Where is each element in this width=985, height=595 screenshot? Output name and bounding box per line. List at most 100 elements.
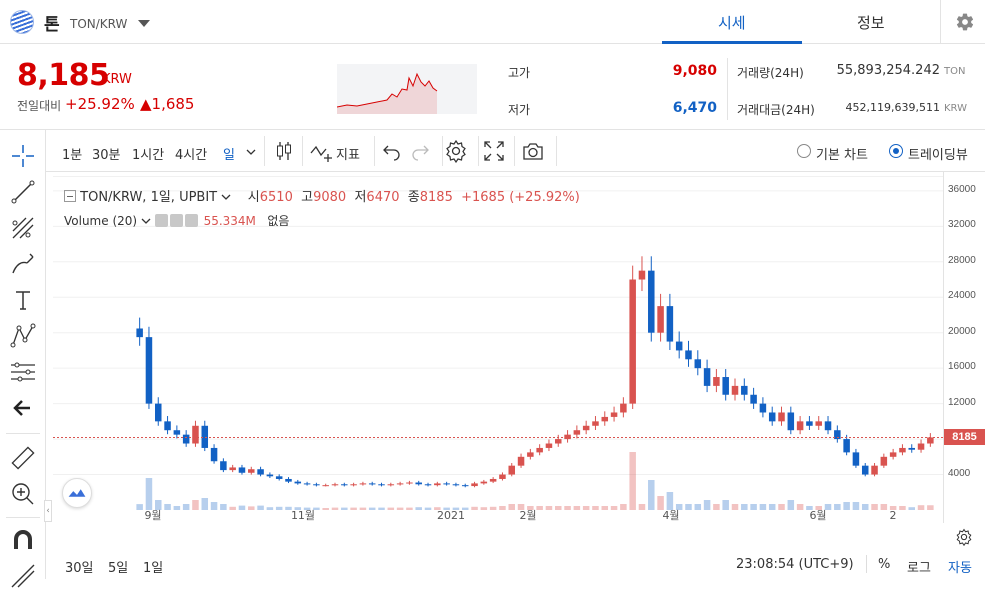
indicator-button[interactable]: 지표 xyxy=(336,148,360,163)
mode-basic-label[interactable]: 기본 차트 xyxy=(816,148,868,163)
crosshair-icon[interactable] xyxy=(8,141,38,171)
clock[interactable]: 23:08:54 (UTC+9) xyxy=(736,557,854,572)
interval-1m[interactable]: 1분 xyxy=(62,148,83,163)
percent-toggle[interactable]: % xyxy=(878,557,891,572)
collapse-toolbar-handle[interactable]: ‹ xyxy=(44,500,52,522)
candle-body xyxy=(285,478,292,482)
tradingview-logo-icon[interactable] xyxy=(62,478,92,508)
candle-body xyxy=(155,403,162,422)
x-tick-label: 2월 xyxy=(519,509,536,521)
volume-bar xyxy=(229,506,236,510)
change-value: +1685 (+25.92%) xyxy=(461,190,580,205)
close-value: 8185 xyxy=(419,190,453,205)
auto-toggle[interactable]: 자동 xyxy=(948,561,972,576)
candle-body xyxy=(852,452,860,466)
range-5d[interactable]: 5일 xyxy=(108,561,129,576)
volume-bar xyxy=(815,506,822,510)
candle-body xyxy=(322,485,329,487)
log-toggle[interactable]: 로그 xyxy=(907,561,931,576)
settings-gear-icon[interactable] xyxy=(955,12,975,32)
volume-bar xyxy=(434,507,441,510)
chart-settings-gear-icon[interactable] xyxy=(444,139,468,163)
mode-tradingview-label[interactable]: 트레이딩뷰 xyxy=(908,148,968,163)
interval-1h[interactable]: 1시간 xyxy=(132,148,165,163)
divider xyxy=(727,58,728,120)
camera-icon[interactable] xyxy=(521,139,545,163)
back-arrow-icon[interactable] xyxy=(8,393,38,423)
tab-price[interactable]: 시세 xyxy=(718,14,746,32)
volume-bar xyxy=(648,480,655,510)
tab-info[interactable]: 정보 xyxy=(857,14,885,32)
text-tool-icon[interactable] xyxy=(8,285,38,315)
volume-indicator-name[interactable]: Volume (20) xyxy=(64,214,138,228)
candle-body xyxy=(387,484,395,486)
mode-tradingview-radio[interactable] xyxy=(889,144,903,158)
volume-bar xyxy=(387,507,395,510)
mini-sparkline xyxy=(337,64,477,114)
tab-price-underline xyxy=(662,41,802,44)
collapse-legend-icon[interactable] xyxy=(64,190,76,202)
volume-bar xyxy=(257,505,264,510)
interval-dropdown-icon[interactable] xyxy=(246,148,256,156)
candle-body xyxy=(201,425,209,448)
candle-body xyxy=(220,461,227,471)
candle-body xyxy=(638,270,646,280)
price-axis[interactable] xyxy=(943,172,985,523)
axis-settings-gear-icon[interactable] xyxy=(944,525,985,549)
volume-bar xyxy=(406,507,413,510)
candle-body xyxy=(880,456,888,466)
volume-bar xyxy=(248,506,255,510)
volume-bar xyxy=(275,506,283,510)
ruler-icon[interactable] xyxy=(8,443,38,473)
divider xyxy=(478,136,479,166)
candle-body xyxy=(331,484,339,486)
pitchfork-icon[interactable] xyxy=(8,213,38,243)
volume-bar xyxy=(164,504,171,510)
candle-body xyxy=(527,452,534,457)
candle-body xyxy=(499,474,506,479)
brush-icon[interactable] xyxy=(8,249,38,279)
close-small-icon[interactable] xyxy=(184,214,198,227)
symbol-dropdown-icon[interactable] xyxy=(221,193,231,201)
volume-dropdown-icon[interactable] xyxy=(141,217,151,225)
change-rate: +25.92% xyxy=(65,95,135,113)
candle-body xyxy=(694,359,702,369)
volume-bar xyxy=(210,502,218,510)
fullscreen-icon[interactable] xyxy=(482,139,506,163)
volume-bar xyxy=(555,506,562,510)
symbol-title[interactable]: TON/KRW, 1일, UPBIT xyxy=(80,190,218,205)
price-chart[interactable]: 9월 11월 2021 2월 4월 6월 2 xyxy=(53,176,943,521)
volume-bar xyxy=(155,500,162,510)
eye-icon[interactable] xyxy=(154,214,168,227)
divider xyxy=(6,517,40,518)
candle-type-icon[interactable] xyxy=(272,139,296,163)
range-30d[interactable]: 30일 xyxy=(65,561,94,576)
volume-label: 거래량(24H) xyxy=(737,66,804,80)
mode-basic-radio[interactable] xyxy=(797,144,811,158)
candle-body xyxy=(452,484,460,486)
lock-drawings-icon[interactable] xyxy=(8,561,38,591)
volume-bar xyxy=(666,492,674,510)
x-tick-label: 2 xyxy=(890,509,897,521)
candle-body xyxy=(275,476,283,479)
coin-select-caret-icon[interactable] xyxy=(138,20,150,27)
interval-30m[interactable]: 30분 xyxy=(92,148,121,163)
settings-small-icon[interactable] xyxy=(169,214,183,227)
drawing-toolbar xyxy=(0,130,46,588)
pattern-icon[interactable] xyxy=(8,321,38,351)
magnet-icon[interactable] xyxy=(8,525,38,555)
interval-1d[interactable]: 일 xyxy=(223,148,235,163)
redo-icon[interactable] xyxy=(408,139,432,163)
interval-4h[interactable]: 4시간 xyxy=(175,148,208,163)
undo-icon[interactable] xyxy=(380,139,404,163)
trend-line-icon[interactable] xyxy=(8,177,38,207)
volume-bar xyxy=(610,506,618,510)
volume-bar xyxy=(285,506,292,510)
range-1d[interactable]: 1일 xyxy=(143,561,164,576)
measure-icon[interactable] xyxy=(8,357,38,387)
low-value: 6470 xyxy=(366,190,400,205)
volume-bar xyxy=(508,504,515,510)
indicator-icon[interactable] xyxy=(309,139,333,163)
candle-body xyxy=(248,469,255,473)
zoom-in-icon[interactable] xyxy=(8,479,38,509)
